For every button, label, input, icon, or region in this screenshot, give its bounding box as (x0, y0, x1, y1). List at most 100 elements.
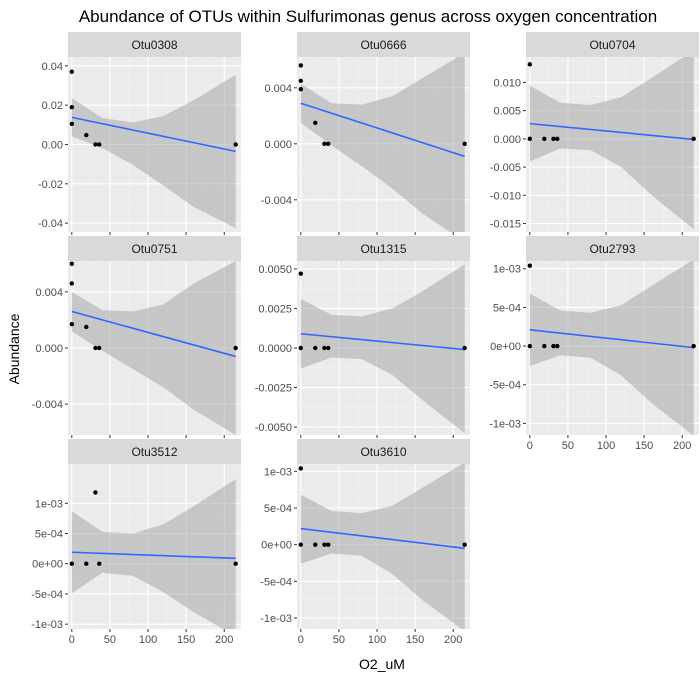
y-tick-label: -0.010 (490, 190, 521, 202)
data-point (326, 542, 331, 547)
data-point (527, 136, 533, 142)
data-point (298, 63, 304, 68)
y-tick-label: 0.0000 (258, 343, 292, 355)
data-point (555, 343, 560, 349)
x-tick-label: 100 (597, 440, 615, 452)
strip-label: Otu3512 (131, 445, 177, 459)
y-tick-label: 0.0050 (258, 264, 292, 276)
y-tick-label: -0.004 (261, 195, 292, 207)
data-point (313, 542, 318, 547)
data-point (298, 466, 304, 471)
regression-line (71, 551, 236, 560)
x-tick-label: 0 (298, 634, 304, 646)
y-tick-label: 0.005 (493, 106, 521, 118)
y-tick-label: -0.04 (38, 218, 63, 230)
data-point (555, 136, 560, 142)
data-point (233, 142, 238, 147)
data-point (462, 542, 467, 547)
data-point (298, 78, 304, 84)
y-tick-label: 1e-03 (493, 264, 521, 276)
y-tick-label: 0.00 (42, 140, 63, 152)
data-point (233, 561, 238, 566)
facet-panels: Otu0308 -0.04 -0.02 0.00 0.02 0.04 0 50 100 150 20… (31, 32, 699, 646)
y-tick-label: 0.010 (493, 77, 521, 89)
y-tick-label: -1e-03 (260, 613, 292, 625)
y-tick-label: -0.015 (490, 219, 521, 231)
y-tick-label: 5e-04 (35, 529, 63, 541)
y-tick-label: -1e-03 (489, 418, 521, 430)
data-point (69, 69, 75, 74)
strip-background (68, 236, 241, 261)
strip-background (526, 32, 699, 57)
panel-otu1315: Otu1315-0.0050-0.00250.00000.00250.00500… (255, 236, 470, 452)
data-point (69, 121, 75, 127)
data-point (69, 281, 75, 286)
y-tick-label: 0.000 (264, 139, 292, 151)
confidence-band (300, 57, 465, 232)
data-point (322, 542, 327, 547)
x-tick-label: 50 (333, 634, 345, 646)
strip-label: Otu3610 (360, 445, 406, 459)
confidence-band (71, 74, 236, 229)
data-point (84, 324, 89, 330)
data-point (542, 136, 547, 142)
y-axis-title: Abundance (6, 313, 22, 384)
strip-label: Otu2793 (589, 242, 635, 256)
data-point (691, 136, 696, 142)
y-tick-label: 0e+00 (261, 540, 292, 552)
chart-title: Abundance of OTUs within Sulfurimonas ge… (79, 7, 657, 26)
panel-otu0704: Otu0704 -0.015 -0.010 -0.005 0.000 0.005 0.010… (490, 32, 699, 249)
data-point (69, 261, 75, 267)
y-tick-label: -0.02 (38, 179, 63, 191)
strip-background (297, 32, 470, 57)
panel-otu3610: Otu3610 -1e-03 -5e-04 0e+00 5e-04 1e-03 0 50 100… (260, 439, 470, 646)
y-tick-label: -1e-03 (31, 619, 63, 631)
strip-label: Otu0666 (360, 38, 406, 52)
x-tick-label: 50 (562, 440, 574, 452)
x-tick-label: 200 (673, 440, 691, 452)
x-tick-label: 150 (635, 440, 653, 452)
regression-line (71, 310, 236, 358)
data-point (542, 343, 547, 349)
panel-otu2793: Otu2793 -1e-03 -5e-04 0e+00 5e-04 1e-03 0 50 100… (489, 236, 699, 452)
data-point (322, 141, 327, 146)
strip-background (526, 236, 699, 261)
data-point (93, 490, 98, 495)
strip-background (68, 32, 241, 57)
y-tick-label: 5e-04 (493, 302, 521, 314)
x-tick-label: 0 (69, 634, 75, 646)
regression-line (529, 122, 694, 141)
y-tick-label: 0e+00 (490, 341, 521, 353)
y-tick-label: -0.0025 (255, 383, 292, 395)
y-tick-label: 1e-03 (264, 466, 292, 478)
data-point (462, 141, 467, 146)
data-point (93, 142, 98, 147)
data-point (326, 345, 331, 351)
data-point (551, 136, 556, 142)
panel-otu0308: Otu0308-0.04-0.020.000.020.0405010015020… (38, 32, 241, 249)
regression-line (529, 329, 694, 349)
data-point (298, 271, 304, 276)
y-tick-label: 1e-03 (35, 498, 63, 510)
data-point (298, 542, 304, 547)
confidence-band (529, 261, 694, 435)
data-point (551, 343, 556, 349)
x-tick-label: 50 (104, 634, 116, 646)
confidence-band (71, 479, 236, 629)
x-tick-label: 0 (527, 440, 533, 452)
y-tick-label: 0.04 (42, 61, 63, 73)
y-tick-label: 5e-04 (264, 503, 292, 515)
panel-background (526, 261, 699, 435)
data-point (233, 345, 238, 351)
data-point (462, 345, 467, 351)
confidence-band (300, 264, 465, 434)
strip-background (297, 236, 470, 261)
data-point (97, 345, 102, 351)
panel-otu3512: Otu3512 -1e-03 -5e-04 0e+00 5e-04 1e-03 0 50 100… (31, 439, 241, 646)
regression-line (71, 116, 236, 153)
panel-background (526, 57, 699, 232)
data-point (313, 120, 318, 126)
strip-background (297, 439, 470, 464)
data-point (69, 321, 75, 327)
